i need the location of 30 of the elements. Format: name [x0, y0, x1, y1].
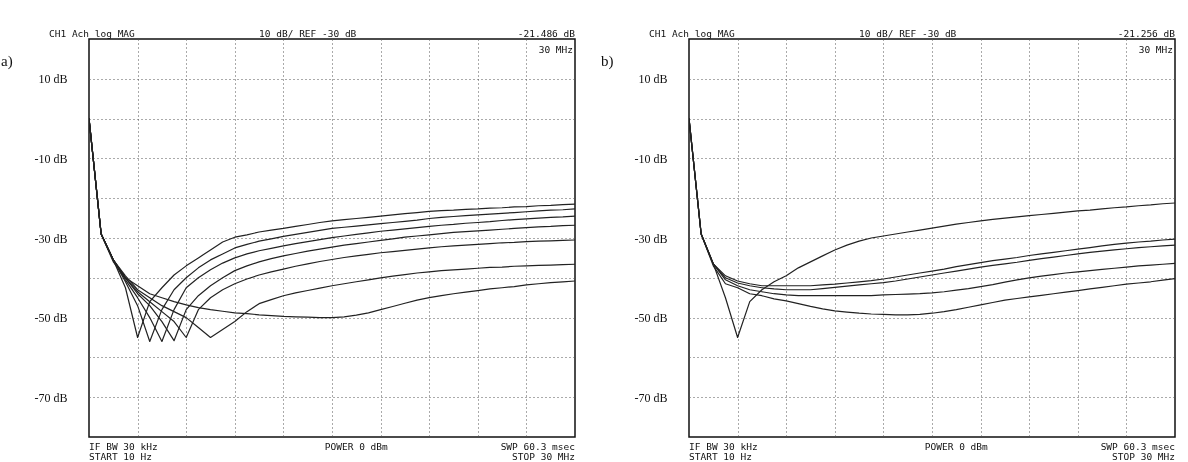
text: SWP 60.3 msec — [1100, 441, 1175, 452]
annotation: 30 MHz — [538, 44, 573, 55]
text: IF BW 30 kHz — [89, 441, 158, 452]
text: CH1 Ach log MAG — [49, 28, 136, 39]
y-tick-label: 10 dB — [38, 72, 68, 87]
y-tick-label: -50 dB — [34, 311, 68, 326]
text: -21.486 dB — [517, 28, 576, 39]
annotation: 30 MHz — [1138, 44, 1173, 55]
y-tick-label: -10 dB — [634, 151, 668, 166]
text: START 10 Hz — [689, 451, 752, 462]
text: POWER 0 dBm — [324, 441, 389, 452]
y-tick-label: -10 dB — [34, 151, 68, 166]
y-tick-label: -30 dB — [34, 231, 68, 246]
text: STOP 30 MHz — [1112, 451, 1175, 462]
text: b) — [601, 53, 614, 70]
y-tick-label: -30 dB — [634, 231, 668, 246]
text: IF BW 30 kHz — [689, 441, 758, 452]
text: SWP 60.3 msec — [500, 441, 575, 452]
y-tick-label: -70 dB — [34, 390, 68, 405]
y-tick-label: 10 dB — [638, 72, 668, 87]
y-tick-label: -70 dB — [634, 390, 668, 405]
text: CH1 Ach log MAG — [649, 28, 736, 39]
text: 10 dB/ REF -30 dB — [859, 28, 957, 39]
text: START 10 Hz — [89, 451, 152, 462]
y-tick-label: -50 dB — [634, 311, 668, 326]
text: STOP 30 MHz — [512, 451, 575, 462]
text: 10 dB/ REF -30 dB — [259, 28, 357, 39]
text: POWER 0 dBm — [924, 441, 989, 452]
text: -21.256 dB — [1117, 28, 1176, 39]
text: a) — [1, 53, 13, 70]
